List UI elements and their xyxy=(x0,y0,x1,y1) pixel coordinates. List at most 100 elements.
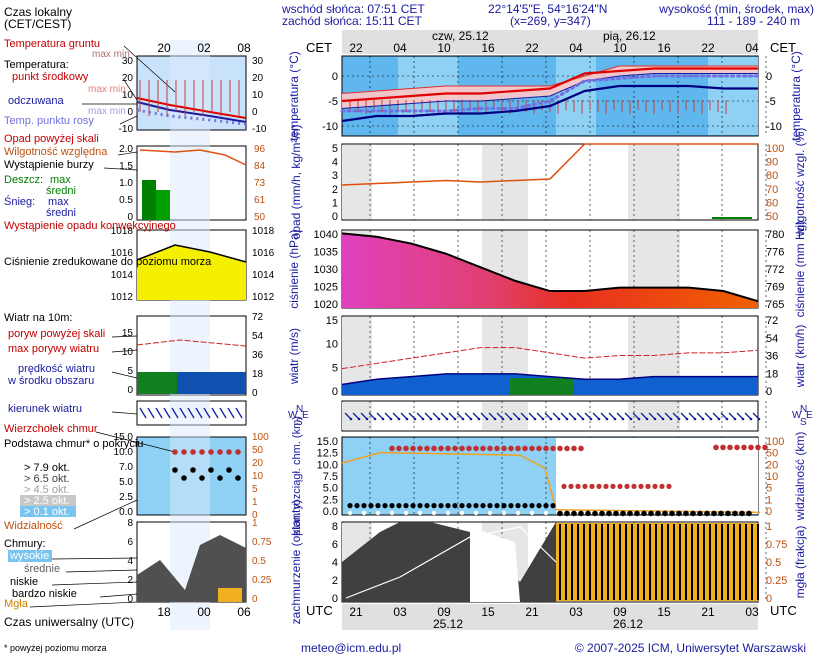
wind-arrow xyxy=(352,412,360,420)
cloud-top-dot-2 xyxy=(652,483,658,489)
fog-base-dot xyxy=(746,510,752,517)
axis-wind-left: wiatr (m/s) xyxy=(287,328,301,385)
legend-text: max porywy wiatru xyxy=(8,343,99,355)
legend-tick: 0 xyxy=(127,594,133,605)
wind-arrow-head xyxy=(605,417,609,421)
cloud-base-dot xyxy=(347,503,353,509)
legend-tick: 10.0 xyxy=(114,447,134,458)
wind-arrow-head xyxy=(469,417,473,421)
legend-tick: 15 xyxy=(122,328,134,339)
legend-wind-arrow xyxy=(211,407,219,419)
tick-label: 1 xyxy=(766,494,772,506)
legend-text: Wystąpienie opadu konwekcyjnego xyxy=(4,220,176,232)
axis-base-left: pion. rozciągł. chm. (km) xyxy=(291,416,303,536)
legend-tick: 15.0 xyxy=(114,432,134,443)
wind-arrow-head xyxy=(549,417,553,421)
cloud-base-dot-low xyxy=(501,510,507,516)
cloud-top-dot xyxy=(529,445,535,452)
legend-tick-right: 0 xyxy=(252,594,258,605)
legend-tick: -10 xyxy=(119,124,134,135)
axis-precip-left: opad (mm/h, kg/m²/h) xyxy=(289,125,303,240)
cloud-top-dot xyxy=(438,445,444,452)
cloud-base-dot xyxy=(459,503,465,509)
cloud-base-dot xyxy=(515,503,521,509)
wind-arrow xyxy=(520,412,528,420)
legend-text: Chmury: xyxy=(4,538,46,550)
legend-leader xyxy=(111,371,138,379)
legend-leader xyxy=(119,115,138,125)
legend-leader xyxy=(111,335,138,338)
legend-top-dot xyxy=(217,449,223,455)
legend-text: Deszcz: xyxy=(4,174,43,186)
legend-top-dot xyxy=(190,449,196,455)
legend-tick: 8 xyxy=(127,518,133,529)
wind-arrow xyxy=(440,412,448,420)
cloud-base-dot-low xyxy=(445,510,451,516)
temp-line-dew xyxy=(340,74,760,113)
cloud-top-dot xyxy=(410,445,416,452)
fog-base-dot xyxy=(662,510,668,517)
tz-left: CET xyxy=(306,40,332,55)
cloud-base-dot-low xyxy=(543,510,549,516)
date2: 26.12 xyxy=(613,617,643,631)
cloud-base-dot xyxy=(361,503,367,509)
night-band xyxy=(342,145,372,219)
fog-base-dot xyxy=(725,510,731,517)
tick-label: 5.0 xyxy=(323,483,338,495)
cloud-top-dot xyxy=(543,445,549,452)
cloud-base-dot xyxy=(487,503,493,509)
wind-arrow-head xyxy=(557,417,561,421)
wind-arrow xyxy=(448,412,456,420)
legend-tick: 1012 xyxy=(111,292,134,303)
tick-label: 2 xyxy=(332,184,338,196)
wind-arrow xyxy=(712,412,720,420)
cloud-base-dot-low xyxy=(403,510,409,516)
legend-tick-right: 20 xyxy=(252,73,264,84)
legend-tick: 6 xyxy=(127,537,133,548)
wind-arrow-head xyxy=(589,417,593,421)
wind-arrow xyxy=(584,412,592,420)
tick-label: 0.75 xyxy=(766,539,787,551)
wind-arrow-head xyxy=(397,417,401,421)
legend-tick: 2.0 xyxy=(119,144,133,155)
legend-temp-mid xyxy=(136,97,247,119)
cloud-top-dot-3 xyxy=(720,444,726,451)
fog-base-dot xyxy=(599,510,605,517)
legend-tick: 1014 xyxy=(111,270,134,281)
axis-base-right: widzialność (km) xyxy=(793,432,807,522)
fog-base-dot xyxy=(627,510,633,517)
legend-tick: 1.5 xyxy=(119,161,133,172)
legend-tick: 0 xyxy=(127,107,133,118)
legend-leader xyxy=(29,601,138,608)
legend-tick: 2 xyxy=(127,575,133,586)
humidity-line xyxy=(341,143,758,186)
utc-time-tick: 21 xyxy=(349,605,363,619)
wind-arrow-head xyxy=(509,417,513,421)
utc-time-tick: 09 xyxy=(437,605,451,619)
cloud-top-dot xyxy=(522,445,528,452)
legend-gust xyxy=(136,339,247,347)
wind-arrow xyxy=(368,412,376,420)
wind-arrow-head xyxy=(661,417,665,421)
tick-label: 60 xyxy=(766,197,778,209)
tick-label: 54 xyxy=(766,333,778,345)
tick-label: 0 xyxy=(332,71,338,83)
legend-tick: 1016 xyxy=(111,248,134,259)
fog-base-dot xyxy=(704,510,710,517)
temp-range-band xyxy=(342,66,758,109)
fog-base-dot xyxy=(606,510,612,517)
tick-label: 80 xyxy=(766,170,778,182)
elevation-title: wysokość (min, środek, max) xyxy=(658,2,814,16)
wind-arrow xyxy=(480,412,488,420)
tick-label: 50 xyxy=(766,211,778,223)
wind-arrow-head xyxy=(757,417,761,421)
wind-arrow-head xyxy=(365,417,369,421)
tick-label: 0 xyxy=(766,593,772,605)
legend-tick-right: 0.25 xyxy=(252,575,272,586)
tick-label: 0 xyxy=(766,71,772,83)
legend-leader xyxy=(103,167,138,171)
legend-text: > 0.1 okt. xyxy=(24,506,70,518)
wind-arrow xyxy=(488,412,496,420)
night-band xyxy=(342,402,372,430)
legend-tick-right: 0.5 xyxy=(252,556,266,567)
